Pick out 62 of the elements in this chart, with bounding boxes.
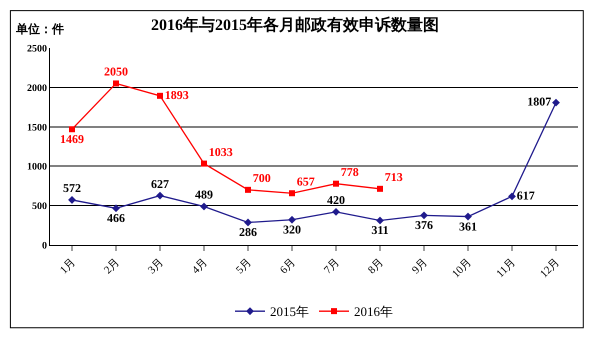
chart-title: 2016年与2015年各月邮政有效申诉数量图 — [151, 16, 439, 34]
point — [112, 204, 120, 212]
y-tick-label: 2000 — [27, 82, 47, 94]
data-label: 320 — [283, 222, 301, 237]
y-tick-label: 1000 — [27, 162, 47, 173]
point — [69, 126, 75, 132]
point — [288, 216, 296, 224]
data-label: 286 — [239, 225, 257, 240]
data-label: 778 — [340, 164, 359, 179]
point — [201, 160, 207, 167]
data-label: 700 — [252, 171, 271, 186]
point — [289, 190, 295, 196]
text: 单位：件 — [15, 22, 64, 36]
data-label: 1469 — [60, 132, 84, 146]
data-label: 657 — [296, 174, 315, 188]
data-label: 713 — [384, 170, 403, 184]
data-label: 361 — [459, 219, 477, 234]
point — [157, 92, 163, 99]
data-label: 466 — [107, 211, 125, 226]
x-tick-label: 8月 — [366, 256, 386, 276]
point — [552, 98, 560, 107]
point — [332, 208, 340, 216]
x-tick-label: 11月 — [494, 256, 518, 280]
legend-label: 2016年 — [354, 304, 393, 320]
point — [200, 202, 208, 210]
x-tick-label: 7月 — [322, 256, 342, 276]
point — [245, 186, 251, 193]
x-tick-label: 4月 — [190, 256, 210, 276]
point — [333, 180, 339, 187]
data-label: 376 — [415, 218, 433, 232]
data-label: 572 — [63, 181, 81, 196]
data-label: 1033 — [208, 144, 233, 159]
data-label: 617 — [516, 188, 535, 202]
x-tick-label: 6月 — [278, 256, 298, 276]
y-tick-label: 1500 — [27, 122, 47, 134]
y-tick-label: 0 — [42, 240, 47, 252]
data-label: 420 — [327, 193, 345, 208]
data-label: 1893 — [164, 88, 189, 102]
x-tick-label: 5月 — [234, 256, 254, 276]
legend-label: 2015年 — [270, 304, 309, 320]
x-tick-label: 10月 — [450, 256, 474, 280]
data-label: 627 — [151, 176, 169, 191]
x-tick-label: 12月 — [538, 256, 562, 280]
point — [376, 216, 384, 224]
point — [68, 196, 76, 204]
x-tick-label: 9月 — [410, 256, 430, 276]
x-tick-label: 1月 — [58, 256, 78, 276]
data-label: 1807 — [527, 94, 552, 109]
data-label: 311 — [371, 223, 389, 238]
x-tick-label: 3月 — [146, 256, 166, 276]
point — [464, 212, 472, 220]
point — [377, 186, 383, 192]
y-tick-label: 2500 — [27, 44, 47, 54]
x-tick-label: 2月 — [102, 256, 122, 276]
point — [113, 80, 119, 86]
point — [508, 192, 516, 200]
point — [156, 192, 164, 200]
data-label: 489 — [195, 188, 213, 202]
data-label: 2050 — [104, 64, 128, 79]
point — [244, 218, 252, 226]
y-tick-label: 500 — [32, 201, 47, 212]
point — [420, 211, 428, 220]
